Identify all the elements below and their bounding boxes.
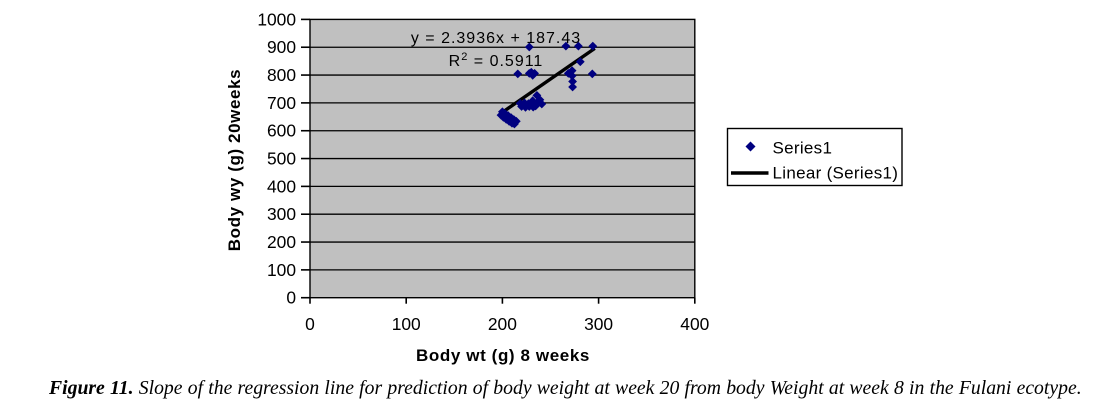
svg-text:400: 400: [267, 176, 296, 196]
svg-text:200: 200: [488, 314, 517, 334]
svg-text:800: 800: [267, 65, 296, 85]
svg-text:900: 900: [267, 37, 296, 57]
svg-text:700: 700: [267, 93, 296, 113]
svg-text:R2 = 0.5911: R2 = 0.5911: [449, 51, 544, 70]
svg-text:1000: 1000: [257, 9, 296, 29]
svg-text:300: 300: [267, 204, 296, 224]
svg-text:0: 0: [286, 288, 296, 308]
svg-text:400: 400: [680, 314, 709, 334]
svg-text:Body wt (g) 8 weeks: Body wt (g) 8 weeks: [416, 346, 590, 365]
svg-text:Series1: Series1: [773, 139, 833, 158]
svg-text:100: 100: [267, 260, 296, 280]
svg-text:Body wy (g) 20weeks: Body wy (g) 20weeks: [225, 69, 244, 251]
svg-text:100: 100: [392, 314, 421, 334]
svg-text:600: 600: [267, 121, 296, 141]
svg-text:y = 2.3936x + 187.43: y = 2.3936x + 187.43: [411, 30, 581, 47]
svg-text:300: 300: [584, 314, 613, 334]
svg-text:Linear (Series1): Linear (Series1): [773, 164, 899, 183]
svg-text:0: 0: [305, 314, 315, 334]
svg-text:200: 200: [267, 232, 296, 252]
svg-text:500: 500: [267, 149, 296, 169]
